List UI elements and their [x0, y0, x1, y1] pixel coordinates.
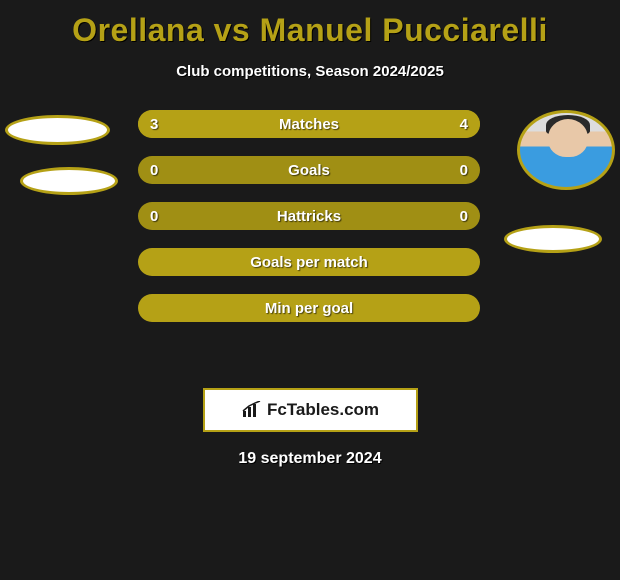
page-title: Orellana vs Manuel Pucciarelli: [0, 0, 620, 49]
subtitle: Club competitions, Season 2024/2025: [0, 63, 620, 80]
player-left-avatar-placeholder-2: [20, 167, 118, 195]
player-left-avatar-placeholder-1: [5, 115, 110, 145]
comparison-area: 34Matches 00Goals 00Hattricks Goals per mat…: [0, 110, 620, 380]
player-right-avatar: [517, 110, 615, 190]
brand-text: FcTables.com: [267, 400, 379, 420]
stat-bar-goals-per-match: Goals per match: [138, 248, 480, 276]
stat-label: Goals per match: [138, 254, 480, 271]
stat-bar-matches: 34Matches: [138, 110, 480, 138]
bar-chart-icon: [241, 401, 263, 419]
stat-label: Goals: [138, 162, 480, 179]
brand-badge[interactable]: FcTables.com: [203, 388, 418, 432]
stats-bars: 34Matches 00Goals 00Hattricks Goals per mat…: [138, 110, 480, 340]
stat-bar-hattricks: 00Hattricks: [138, 202, 480, 230]
stat-label: Matches: [138, 116, 480, 133]
player-right-name-placeholder: [504, 225, 602, 253]
stat-bar-goals: 00Goals: [138, 156, 480, 184]
stat-bar-min-per-goal: Min per goal: [138, 294, 480, 322]
stat-label: Hattricks: [138, 208, 480, 225]
stat-label: Min per goal: [138, 300, 480, 317]
avatar-head-shape: [548, 119, 588, 157]
date-text: 19 september 2024: [0, 450, 620, 468]
